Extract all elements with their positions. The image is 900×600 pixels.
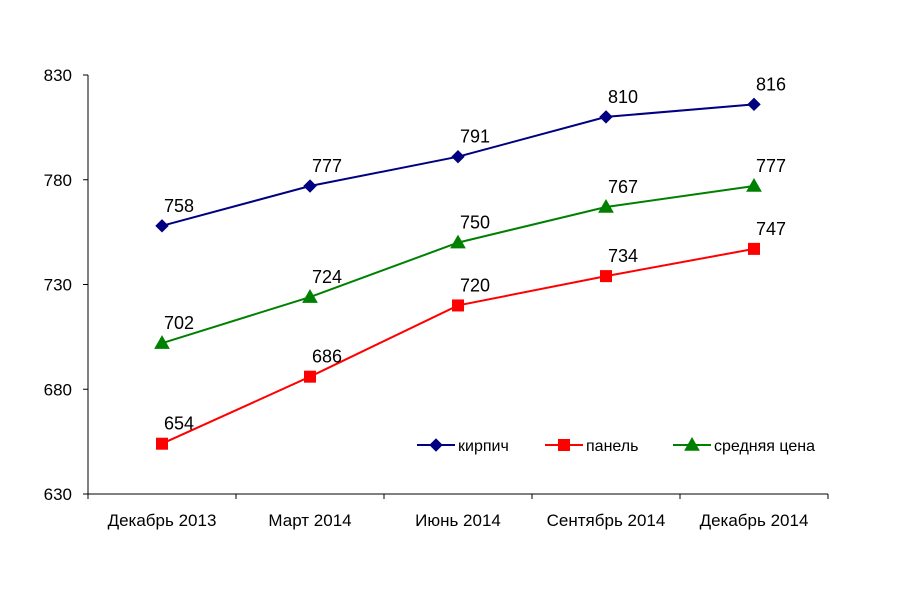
series-line-panel [161, 247, 755, 445]
data-point-panel [452, 299, 464, 312]
x-tick-label: Декабрь 2013 [108, 511, 217, 530]
data-label-kirpich: 810 [608, 87, 638, 107]
data-point-panel [600, 270, 612, 283]
x-tick-label: Июнь 2014 [415, 511, 501, 530]
y-tick-label: 680 [44, 380, 72, 399]
y-tick-label: 830 [44, 66, 72, 85]
legend-item-kirpich: кирпич [417, 438, 509, 455]
data-point-panel [156, 437, 168, 450]
data-label-panel: 747 [756, 219, 786, 239]
data-label-kirpich: 758 [164, 196, 194, 216]
data-point-average-price [302, 289, 318, 303]
data-point-kirpich [155, 219, 169, 233]
data-point-kirpich [747, 97, 761, 112]
data-point-average-price [746, 178, 762, 192]
data-label-panel: 686 [312, 347, 342, 367]
y-tick-label: 730 [44, 276, 72, 295]
legend-label-average-price: средняя цена [714, 438, 815, 455]
data-point-kirpich [599, 110, 613, 124]
data-point-panel [748, 242, 760, 255]
data-label-average-price: 702 [164, 313, 194, 333]
series-line-kirpich [161, 103, 755, 227]
data-label-average-price: 750 [460, 213, 490, 233]
data-point-average-price [598, 198, 614, 213]
data-label-kirpich: 791 [460, 127, 490, 147]
x-tick-label: Сентябрь 2014 [547, 511, 666, 530]
legend-label-kirpich: кирпич [458, 438, 509, 455]
y-tick-label: 780 [44, 171, 72, 190]
legend-marker-kirpich [429, 438, 443, 452]
data-label-panel: 734 [608, 246, 638, 266]
x-tick-label: Декабрь 2014 [700, 511, 809, 530]
data-label-average-price: 724 [312, 267, 342, 287]
legend-marker-average-price [684, 436, 700, 451]
data-point-average-price [154, 335, 170, 349]
legend-label-panel: панель [586, 438, 638, 455]
legend: кирпич панель средняя цена [417, 436, 815, 455]
data-label-average-price: 777 [756, 156, 786, 176]
data-point-kirpich [303, 179, 317, 193]
data-point-average-price [450, 234, 466, 249]
data-labels: 758 777 791 810 816 654 686 720 734 747 702 724 750 7… [164, 74, 786, 433]
data-point-panel [304, 370, 316, 383]
legend-item-average-price: средняя цена [673, 436, 815, 455]
data-label-kirpich: 816 [756, 74, 786, 94]
data-label-panel: 654 [164, 414, 194, 434]
x-tick-label: Март 2014 [268, 511, 351, 530]
data-label-average-price: 767 [608, 177, 638, 197]
data-label-kirpich: 777 [312, 156, 342, 176]
legend-item-panel: панель [545, 438, 638, 455]
legend-marker-panel [558, 439, 570, 451]
y-tick-label: 630 [44, 485, 72, 504]
data-point-kirpich [451, 149, 465, 164]
axes: 630 680 730 780 830 Декабрь 2013 Март 2014 Июнь… [44, 66, 829, 530]
series-layer [154, 97, 762, 450]
data-label-panel: 720 [460, 275, 490, 295]
